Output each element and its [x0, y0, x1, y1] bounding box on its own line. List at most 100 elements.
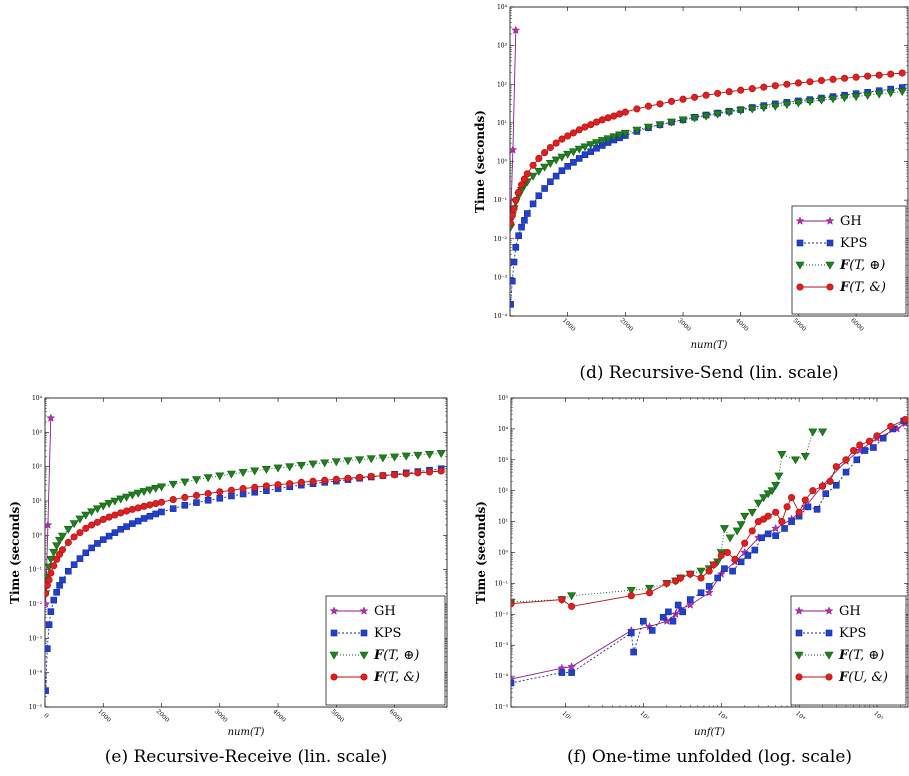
data-point — [771, 481, 781, 490]
data-point — [686, 570, 694, 578]
data-point — [296, 461, 306, 470]
data-point — [800, 452, 810, 461]
x-tick-label: 0 — [42, 712, 50, 720]
data-point — [793, 99, 803, 108]
data-point — [853, 456, 861, 464]
data-point — [759, 494, 769, 503]
data-point — [685, 600, 695, 609]
data-point — [809, 487, 817, 495]
y-tick-label: 10¹ — [32, 498, 42, 505]
x-tick-label: 1000 — [561, 317, 577, 333]
x-tick-label: 10⁵ — [872, 710, 884, 722]
y-tick-label: 10⁻³ — [495, 642, 509, 649]
legend-entry: GH — [839, 604, 861, 619]
data-point — [356, 473, 364, 481]
y-tick-label: 10⁻⁴ — [494, 313, 508, 320]
y-tick-label: 10⁻⁴ — [495, 673, 509, 680]
data-point — [897, 88, 907, 97]
data-point — [261, 465, 271, 474]
y-tick-label: 10⁻⁴ — [29, 670, 43, 677]
data-point — [723, 548, 731, 557]
data-point — [320, 459, 330, 468]
data-point — [558, 135, 566, 143]
data-point — [273, 464, 283, 473]
data-point — [568, 669, 575, 676]
legend-marker — [824, 651, 834, 660]
data-point — [104, 500, 114, 509]
data-point — [367, 472, 375, 480]
data-point — [169, 496, 177, 504]
data-point — [402, 470, 410, 478]
x-tick-label: 4000 — [734, 317, 750, 333]
x-tick-label: 2000 — [619, 317, 635, 333]
data-point — [808, 428, 818, 437]
data-point — [826, 477, 834, 485]
data-point — [168, 480, 178, 489]
data-point — [724, 108, 734, 117]
data-point — [841, 74, 849, 82]
data-point — [152, 510, 159, 518]
data-point — [274, 481, 282, 489]
data-point — [157, 483, 167, 492]
legend-entry-args: (T, &) — [383, 670, 420, 685]
data-point — [788, 518, 795, 525]
data-point — [552, 139, 560, 147]
data-point — [511, 679, 515, 687]
legend-marker — [330, 673, 338, 681]
data-point — [760, 83, 768, 91]
data-point — [568, 148, 578, 157]
data-point — [861, 447, 869, 454]
data-point — [552, 172, 560, 180]
data-point — [740, 512, 750, 521]
data-point — [813, 506, 821, 513]
y-tick-label: 10⁰ — [497, 159, 508, 166]
data-point — [705, 567, 713, 575]
data-point — [764, 512, 772, 520]
chart-caption: (f) One-time unfolded (log. scale) — [567, 747, 852, 767]
legend-entry: F(T, &) — [839, 280, 886, 295]
data-point — [191, 476, 201, 485]
data-point — [47, 569, 55, 577]
legend-marker — [329, 651, 339, 660]
data-point — [771, 523, 781, 533]
legend-entry: F(T, &) — [373, 670, 420, 685]
data-point — [648, 627, 656, 634]
data-point — [621, 108, 629, 116]
data-point — [216, 488, 224, 496]
data-point — [697, 574, 705, 582]
data-point — [82, 524, 90, 532]
data-point — [873, 432, 881, 440]
data-point — [510, 277, 516, 285]
data-point — [697, 589, 705, 597]
data-point — [663, 579, 671, 587]
data-point — [45, 687, 49, 694]
data-point — [344, 474, 352, 482]
legend-entry-label: F — [838, 670, 849, 685]
x-tick-label: 3000 — [676, 317, 692, 333]
x-tick-label: 4000 — [271, 708, 287, 724]
legend-marker — [825, 261, 835, 270]
data-point — [250, 467, 260, 476]
data-point — [732, 527, 742, 536]
data-point — [851, 93, 861, 102]
data-point — [564, 132, 572, 140]
legend-entry-args: (T, ⊕) — [849, 258, 885, 273]
data-point — [99, 536, 107, 543]
data-point — [644, 102, 652, 110]
data-point — [782, 101, 792, 110]
legend-entry-label: F — [838, 648, 849, 663]
data-point — [609, 133, 619, 142]
y-tick-label: 10⁻⁵ — [29, 704, 43, 711]
data-point — [157, 498, 166, 506]
legend-entry: F(U, &) — [838, 670, 888, 685]
legend-entry-label: KPS — [839, 626, 866, 641]
data-point — [725, 88, 733, 96]
data-point — [736, 107, 746, 116]
data-point — [840, 94, 850, 103]
data-point — [81, 511, 91, 520]
data-point — [425, 450, 435, 459]
data-point — [534, 167, 544, 176]
legend-marker — [825, 673, 833, 681]
legend-entry-args: (T, ⊕) — [848, 648, 884, 663]
